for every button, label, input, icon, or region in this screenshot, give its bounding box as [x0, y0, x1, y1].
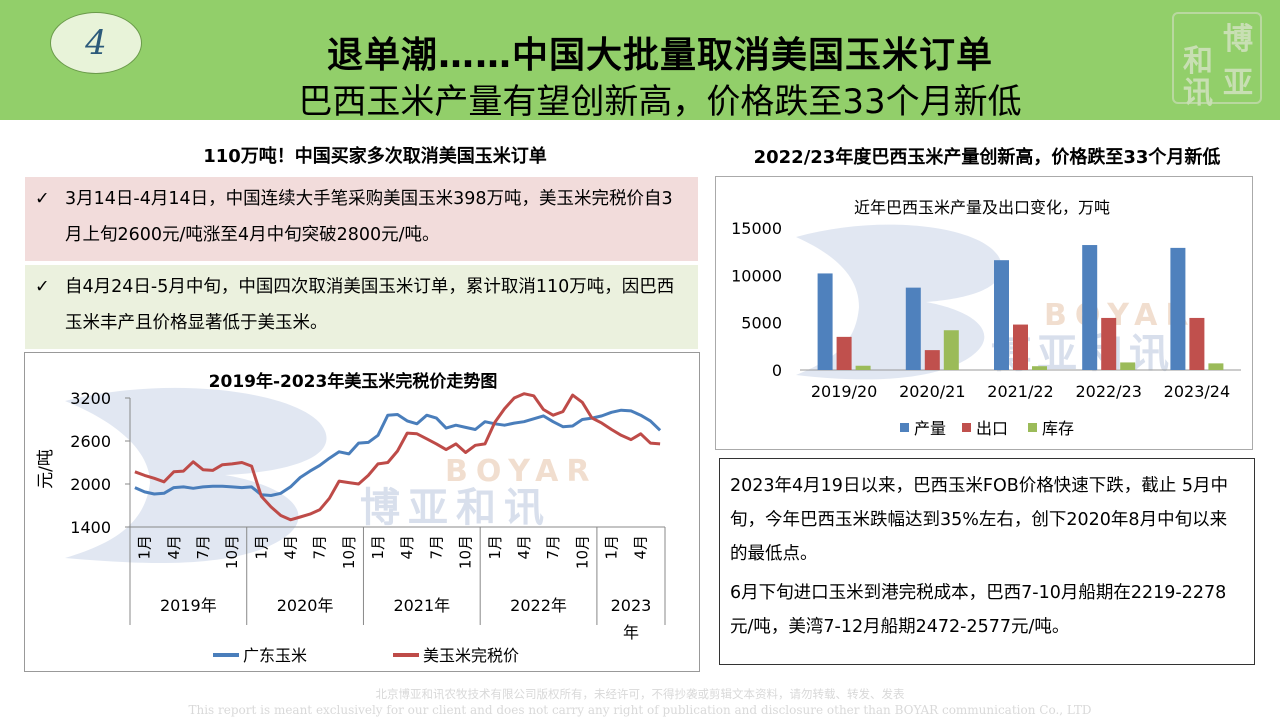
x-category-label: 2020/21 — [899, 382, 965, 401]
checkmark-icon: ✓ — [35, 189, 50, 209]
right-section-title: 2022/23年度巴西玉米产量创新高，价格跌至33个月新低 — [753, 147, 1221, 168]
y-tick-label: 2600 — [70, 432, 111, 451]
legend-label: 库存 — [1042, 419, 1074, 438]
page-number: 4 — [85, 23, 107, 63]
seal-char: 讯 — [1183, 76, 1213, 111]
x-category-label: 2019/20 — [811, 382, 877, 401]
checkmark-icon: ✓ — [35, 277, 50, 297]
series-line-us-corn-duty-paid — [134, 392, 661, 522]
bar-export — [1101, 317, 1117, 370]
watermark-en: BOYAR — [445, 454, 597, 489]
bar-chart-panel: BOYAR 博亚和讯 近年巴西玉米产量及出口变化，万吨 050001000015… — [715, 176, 1253, 450]
bullet-item-1: ✓ 3月14日-4月14日，中国连续大手笔采购美国玉米398万吨，美玉米完税价自… — [25, 177, 698, 261]
bar-production — [1082, 245, 1098, 370]
bar-production — [1170, 247, 1186, 370]
bar-production — [994, 260, 1009, 370]
bar-stock — [1208, 363, 1224, 370]
left-section-title: 110万吨！中国买家多次取消美国玉米订单 — [203, 146, 547, 167]
x-tick-label: 7月 — [544, 535, 562, 560]
bar-export — [836, 336, 852, 370]
brand-seal-logo: 和 博 讯 亚 — [1172, 12, 1262, 111]
x-category-label: 2022/23 — [1075, 382, 1141, 401]
page-subtitle: 巴西玉米产量有望创新高，价格跌至33个月新低 — [298, 82, 1022, 122]
y-tick-label: 1400 — [70, 518, 111, 537]
legend-label: 出口 — [976, 419, 1008, 438]
seal-char: 和 — [1183, 44, 1213, 79]
note-paragraph-2: 6月下旬进口玉米到港完税成本，巴西7-10月船期在2219-2278元/吨，美湾… — [730, 583, 1227, 637]
legend-swatch — [962, 423, 971, 432]
y-tick-label: 10000 — [731, 266, 782, 285]
year-label-suffix: 年 — [623, 623, 639, 642]
watermark-en: BOYAR — [1044, 298, 1196, 333]
line-chart: BOYAR 博亚和讯 2019年-2023年美玉米完税价走势图 元/吨 1400… — [36, 371, 666, 665]
x-tick-label: 10月 — [340, 535, 358, 569]
line-chart-title: 2019年-2023年美玉米完税价走势图 — [209, 371, 498, 392]
page-title: 退单潮……中国大批量取消美国玉米订单 — [326, 35, 993, 76]
year-label: 2022年 — [510, 596, 567, 615]
x-tick-label: 4月 — [282, 535, 300, 560]
year-label: 2019年 — [160, 596, 217, 615]
bar-stock — [855, 365, 871, 370]
seal-char: 博 — [1223, 22, 1253, 57]
series-line-guangdong-corn — [134, 408, 662, 497]
bar-production — [905, 287, 921, 370]
bullet-item-2: ✓ 自4月24日-5月中旬，中国四次取消美国玉米订单，累计取消110万吨，因巴西… — [25, 265, 698, 349]
bar-export — [1013, 324, 1028, 370]
x-tick-label: 7月 — [194, 535, 212, 560]
bar-stock — [1120, 362, 1136, 370]
watermark-cn: 博亚和讯 — [360, 485, 552, 531]
x-tick-label: 1月 — [486, 535, 504, 560]
bar-export — [924, 350, 940, 370]
x-tick-label: 4月 — [632, 535, 650, 560]
y-tick-label: 5000 — [741, 314, 782, 333]
footer-copyright-cn: 北京博亚和讯农牧技术有限公司版权所有，未经许可，不得抄袭或剪辑文本资料，请勿转载… — [375, 687, 905, 701]
x-tick-label: 10月 — [223, 535, 241, 569]
x-tick-label: 10月 — [573, 535, 591, 569]
x-tick-label: 10月 — [457, 535, 475, 569]
line-chart-panel: BOYAR 博亚和讯 2019年-2023年美玉米完税价走势图 元/吨 1400… — [24, 352, 700, 672]
note-paragraph-1: 2023年4月19日以来，巴西玉米FOB价格快速下跌，截止 5月中旬，今年巴西玉… — [730, 476, 1228, 564]
legend-swatch — [900, 423, 909, 432]
x-tick-label: 4月 — [398, 535, 416, 560]
year-label: 2023 — [611, 596, 652, 615]
page-number-badge: 4 — [50, 12, 142, 74]
legend-label: 广东玉米 — [243, 646, 307, 665]
x-tick-label: 7月 — [311, 535, 329, 560]
x-tick-label: 1月 — [603, 535, 621, 560]
y-tick-label: 2000 — [70, 475, 111, 494]
header-bar — [0, 0, 1280, 120]
bullet-text: 自4月24日-5月中旬，中国四次取消美国玉米订单，累计取消110万吨，因巴西玉米… — [65, 277, 675, 333]
x-category-label: 2021/22 — [987, 382, 1053, 401]
footer-copyright-en: This report is meant exclusively for our… — [188, 703, 1092, 717]
x-tick-label: 1月 — [252, 535, 270, 560]
y-tick-label: 15000 — [731, 219, 782, 238]
bullet-text: 3月14日-4月14日，中国连续大手笔采购美国玉米398万吨，美玉米完税价自3月… — [65, 189, 673, 245]
legend-label: 美玉米完税价 — [423, 646, 519, 665]
notes-box: 2023年4月19日以来，巴西玉米FOB价格快速下跌，截止 5月中旬，今年巴西玉… — [719, 458, 1255, 665]
year-label: 2020年 — [277, 596, 334, 615]
x-tick-label: 1月 — [136, 535, 154, 560]
x-tick-label: 4月 — [165, 535, 183, 560]
seal-char: 亚 — [1223, 66, 1253, 101]
x-tick-label: 1月 — [369, 535, 387, 560]
x-tick-label: 7月 — [427, 535, 445, 560]
legend-swatch — [1028, 423, 1037, 432]
y-tick-label: 3200 — [70, 389, 111, 408]
bar-chart-title: 近年巴西玉米产量及出口变化，万吨 — [854, 198, 1110, 217]
x-tick-label: 4月 — [515, 535, 533, 560]
bar-export — [1189, 317, 1205, 370]
year-label: 2021年 — [393, 596, 450, 615]
bar-stock — [1032, 366, 1047, 370]
bar-chart: BOYAR 博亚和讯 近年巴西玉米产量及出口变化，万吨 050001000015… — [731, 198, 1241, 438]
line-chart-ylabel: 元/吨 — [36, 449, 56, 489]
bar-production — [817, 273, 833, 370]
y-tick-label: 0 — [772, 361, 782, 380]
x-category-label: 2023/24 — [1164, 382, 1230, 401]
bar-stock — [943, 330, 959, 370]
legend-label: 产量 — [914, 419, 946, 438]
